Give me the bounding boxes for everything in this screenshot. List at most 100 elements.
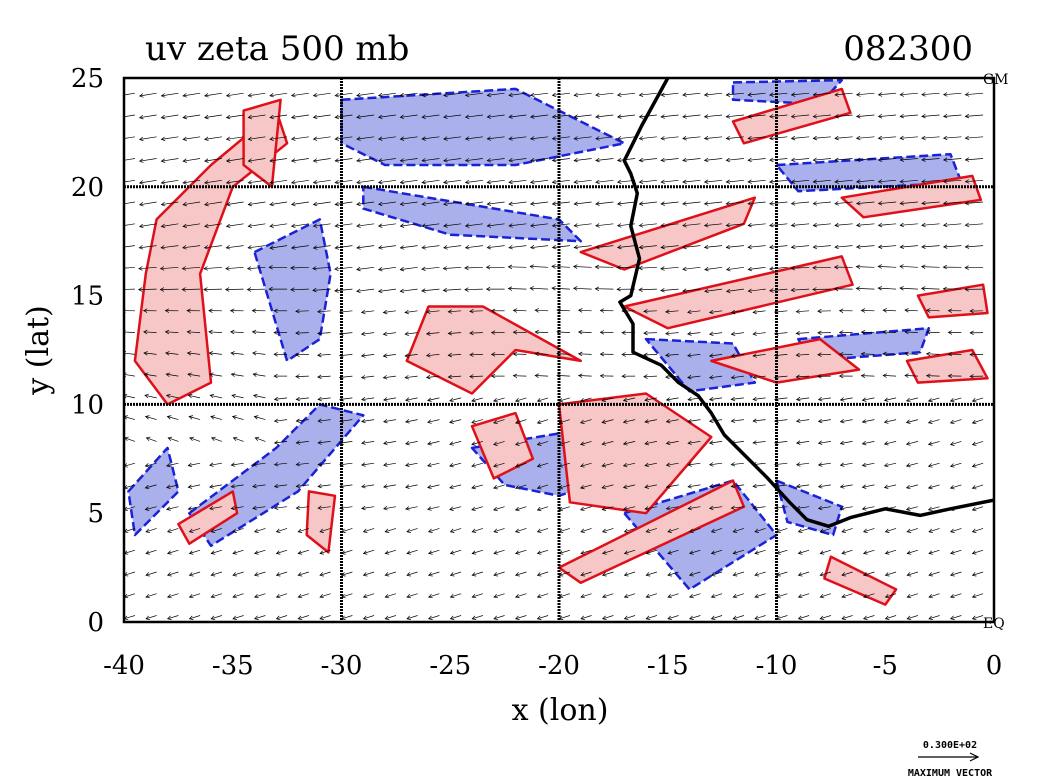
wind-vector bbox=[254, 549, 266, 554]
wind-vector-head bbox=[536, 506, 542, 512]
wind-vector-head bbox=[599, 351, 605, 357]
wind-vector bbox=[165, 352, 179, 355]
wind-vector-head bbox=[356, 288, 361, 294]
wind-vector-head bbox=[377, 158, 383, 163]
wind-vector-head bbox=[817, 374, 822, 379]
wind-vector-head bbox=[166, 593, 172, 599]
wind-vector bbox=[145, 528, 157, 533]
wind-vector-head bbox=[382, 375, 388, 380]
wind-vector-head bbox=[904, 351, 909, 357]
wind-vector bbox=[146, 437, 157, 442]
wind-vector-head bbox=[855, 179, 861, 184]
wind-vector-head bbox=[449, 484, 454, 490]
wind-vector-head bbox=[515, 398, 520, 403]
wind-vector bbox=[950, 593, 962, 598]
wind-vector-head bbox=[752, 331, 757, 336]
wind-vector bbox=[904, 375, 918, 377]
wind-vector-head bbox=[224, 287, 230, 292]
wind-vector-head bbox=[580, 463, 585, 468]
wind-vector bbox=[296, 441, 309, 444]
wind-vector-head bbox=[208, 308, 213, 313]
wind-vector bbox=[950, 615, 962, 620]
wind-vector-head bbox=[882, 329, 887, 335]
wind-vector-head bbox=[665, 397, 671, 402]
wind-vector-head bbox=[312, 158, 318, 163]
wind-vector-head bbox=[268, 286, 273, 292]
wind-vector bbox=[448, 375, 462, 378]
wind-vector-head bbox=[725, 201, 731, 206]
wind-vector-head bbox=[942, 222, 948, 228]
wind-vector-head bbox=[124, 463, 128, 468]
wind-vector-head bbox=[186, 308, 191, 313]
wind-vector-head bbox=[493, 485, 498, 490]
wind-vector bbox=[508, 288, 527, 290]
wind-vector bbox=[813, 179, 831, 183]
wind-vector-head bbox=[971, 398, 977, 403]
wind-vector-head bbox=[493, 506, 498, 512]
wind-vector-head bbox=[950, 615, 955, 620]
wind-vector bbox=[689, 528, 701, 533]
wind-vector-head bbox=[225, 136, 231, 142]
wind-vector-head bbox=[273, 440, 279, 445]
wind-vector bbox=[878, 201, 897, 204]
wind-vector-head bbox=[508, 179, 513, 185]
wind-vector bbox=[798, 615, 810, 620]
wind-vector bbox=[928, 571, 940, 576]
wind-vector-head bbox=[921, 157, 926, 162]
wind-vector-head bbox=[486, 92, 492, 98]
wind-vector-head bbox=[921, 201, 926, 206]
wind-vector-head bbox=[166, 550, 172, 555]
wind-vector bbox=[754, 549, 766, 554]
wind-vector-head bbox=[667, 572, 672, 577]
wind-vector bbox=[602, 549, 614, 554]
wind-vector-head bbox=[230, 484, 236, 489]
wind-vector-head bbox=[490, 330, 496, 335]
wind-vector bbox=[291, 92, 309, 97]
wind-vector-head bbox=[964, 135, 970, 141]
wind-vector bbox=[276, 549, 288, 554]
wind-vector-head bbox=[899, 222, 905, 228]
wind-vector bbox=[204, 245, 222, 249]
wind-vector-head bbox=[623, 528, 629, 533]
wind-vector-head bbox=[312, 201, 318, 207]
wind-vector bbox=[530, 136, 549, 140]
wind-vector bbox=[405, 310, 418, 313]
wind-vector-head bbox=[883, 441, 889, 446]
wind-vector-head bbox=[790, 222, 796, 228]
wind-vector bbox=[856, 201, 875, 204]
wind-vector-head bbox=[795, 309, 801, 314]
wind-vector bbox=[124, 615, 136, 620]
wind-vector-head bbox=[708, 483, 714, 489]
wind-vector bbox=[863, 528, 875, 533]
wind-vector bbox=[405, 462, 418, 466]
wind-vector-head bbox=[577, 351, 583, 357]
wind-vector bbox=[537, 462, 549, 467]
wind-vector-head bbox=[290, 158, 296, 163]
wind-vector-head bbox=[638, 244, 644, 250]
wind-vector-head bbox=[164, 329, 170, 335]
wind-vector-head bbox=[687, 440, 692, 445]
wind-vector bbox=[296, 462, 309, 466]
coastline-path bbox=[618, 78, 994, 529]
wind-vector-head bbox=[551, 223, 557, 228]
wind-vector bbox=[378, 201, 396, 205]
wind-vector bbox=[796, 419, 810, 422]
wind-vector bbox=[363, 593, 375, 598]
wind-vector-head bbox=[273, 418, 279, 424]
wind-vector bbox=[552, 179, 570, 183]
wind-vector-head bbox=[383, 484, 388, 489]
wind-vector-head bbox=[595, 136, 600, 141]
positive-vorticity-contour bbox=[305, 490, 337, 554]
wind-vector bbox=[363, 571, 375, 576]
wind-vector-head bbox=[703, 114, 709, 119]
wind-vector-head bbox=[204, 158, 209, 163]
wind-vector bbox=[230, 352, 244, 355]
wind-vector bbox=[841, 571, 853, 576]
wind-vector-head bbox=[312, 180, 318, 185]
wind-vector-head bbox=[752, 418, 757, 423]
wind-vector-head bbox=[638, 287, 643, 293]
wind-vector bbox=[754, 615, 766, 620]
wind-vector-head bbox=[138, 202, 144, 207]
wind-vector-head bbox=[297, 593, 303, 599]
wind-vector-head bbox=[144, 484, 150, 490]
